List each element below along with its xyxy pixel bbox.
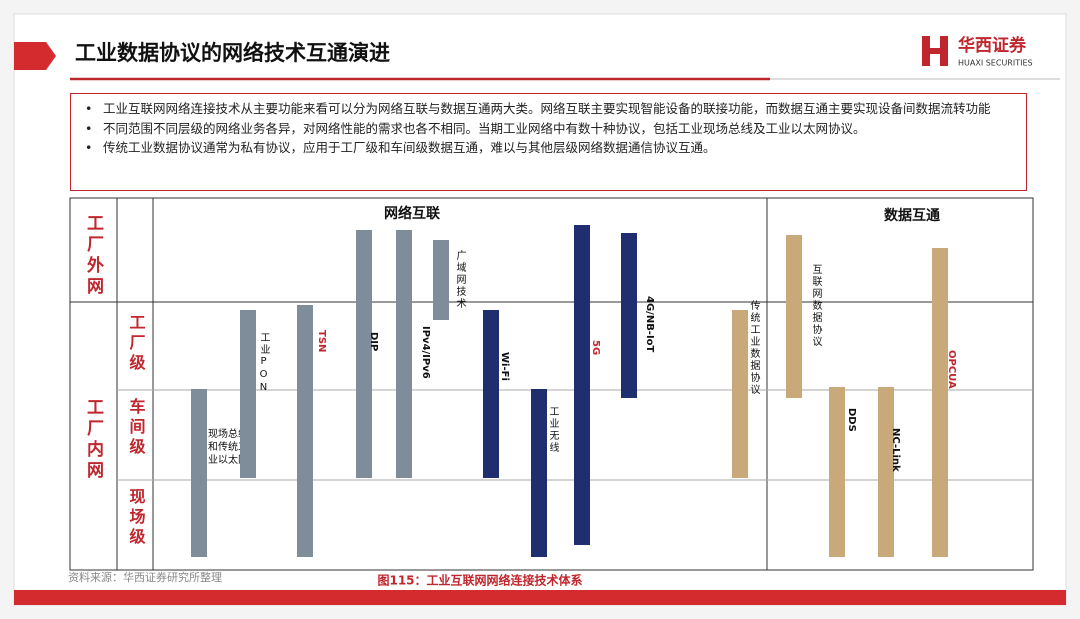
bar-label: 广域网技术 xyxy=(454,250,466,310)
bullet-box: 工业互联网网络连接技术从主要功能来看可以分为网络互联与数据互通两大类。网络互联主… xyxy=(70,93,1027,191)
bar xyxy=(191,389,207,557)
bar-label: 4G/NB-IoT xyxy=(644,296,655,353)
bar-label: 5G xyxy=(590,340,601,355)
bar-label: NC-Link xyxy=(890,428,901,472)
bar xyxy=(356,230,372,478)
bar xyxy=(932,248,948,557)
bar xyxy=(878,387,894,557)
bar xyxy=(433,240,449,320)
row-group-label: 工厂外网 xyxy=(83,214,104,298)
footer-bar xyxy=(14,590,1066,605)
bar xyxy=(621,233,637,398)
logo-cn: 华西证券 xyxy=(958,35,1027,56)
bullet: 传统工业数据协议通常为私有协议，应用于工厂级和车间级数据互通，难以与其他层级网络… xyxy=(81,138,1016,158)
logo-mark xyxy=(922,36,948,66)
section-label: 数据互通 xyxy=(884,207,940,224)
bar xyxy=(483,310,499,478)
level-label: 现场级 xyxy=(127,488,146,548)
bar xyxy=(574,225,590,545)
bullet: 工业互联网网络连接技术从主要功能来看可以分为网络互联与数据互通两大类。网络互联主… xyxy=(81,99,1016,119)
section-label: 网络互联 xyxy=(384,205,441,222)
level-label: 工厂级 xyxy=(127,314,146,374)
bar-label: 现场总线和传统工业以太网 xyxy=(208,427,248,466)
bar xyxy=(396,230,412,478)
row-group-label: 工厂内网 xyxy=(83,398,104,482)
table-frame xyxy=(69,197,1034,571)
bar xyxy=(732,310,748,478)
level-label: 车间级 xyxy=(127,397,146,458)
source: 资料来源：华西证券研究所整理 xyxy=(68,570,222,584)
bar-label: 工业PON xyxy=(258,332,270,395)
bar xyxy=(240,310,256,478)
bar xyxy=(829,387,845,557)
bar-label: OPCUA xyxy=(946,350,957,389)
bar-label: TSN xyxy=(316,330,327,352)
bar-label: DIP xyxy=(368,332,379,351)
bar-label: 传统工业数据协议 xyxy=(748,300,760,396)
bar xyxy=(531,389,547,557)
title: 工业数据协议的网络技术互通演进 xyxy=(75,41,390,65)
bar-label: Wi-Fi xyxy=(499,352,510,381)
bar xyxy=(786,235,802,398)
title-arrow xyxy=(14,42,56,70)
bar-label: IPv4/IPv6 xyxy=(420,326,431,379)
logo-en: HUAXI SECURITIES xyxy=(958,59,1033,68)
bar-label: 工业无线 xyxy=(547,406,559,454)
bar-label: 互联网数据协议 xyxy=(810,264,822,348)
bar xyxy=(297,305,313,557)
bar-label: DDS xyxy=(846,408,857,432)
caption: 图115：工业互联网网络连接技术体系 xyxy=(377,573,582,588)
bullet: 不同范围不同层级的网络业务各异，对网络性能的需求也各不相同。当期工业网络中有数十… xyxy=(81,119,1016,139)
